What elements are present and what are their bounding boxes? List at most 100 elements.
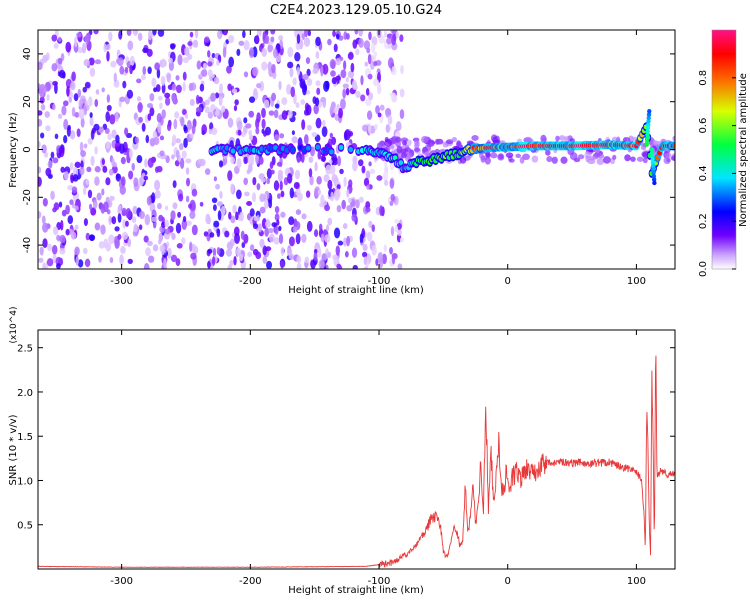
- spectrogram-noise-mark: [397, 263, 403, 269]
- spectrogram-noise-mark: [252, 223, 259, 230]
- spectrogram-noise-mark: [109, 114, 116, 125]
- spectrogram-noise-mark: [385, 123, 390, 133]
- spectrogram-noise-mark: [324, 234, 331, 243]
- spectrogram-noise-mark: [204, 36, 210, 43]
- spectrogram-noise-mark: [120, 246, 126, 254]
- spectrogram-noise-mark: [133, 223, 138, 233]
- spectrogram-halo-mark: [577, 154, 585, 160]
- spectrogram-noise-mark: [347, 197, 352, 204]
- spectrogram-noise-mark: [66, 126, 71, 137]
- spectrogram-noise-mark: [204, 106, 211, 114]
- spectrogram-noise-mark: [157, 202, 162, 210]
- spectrogram-noise-mark: [268, 110, 275, 116]
- spectrogram-noise-mark: [160, 75, 166, 86]
- spectrogram-noise-mark: [399, 34, 404, 43]
- spectrogram-noise-mark: [358, 159, 364, 167]
- spectrogram-noise-mark: [126, 30, 132, 37]
- spectrogram-noise-mark: [326, 224, 330, 232]
- spectrogram-noise-mark: [157, 30, 165, 37]
- spectrogram-noise-mark: [189, 98, 195, 107]
- spectrogram-noise-mark: [115, 146, 122, 152]
- spectrogram-noise-mark: [365, 170, 371, 180]
- spectrogram-noise-mark: [211, 197, 218, 204]
- spectrogram-noise-mark: [203, 231, 209, 237]
- spectrogram-ytick-label: 40: [22, 48, 33, 61]
- spectrogram-noise-mark: [111, 129, 117, 139]
- spectrogram-noise-mark: [120, 156, 126, 165]
- spectrogram-noise-mark: [101, 87, 105, 93]
- spectrogram-noise-mark: [211, 256, 216, 266]
- spectrogram-noise-mark: [332, 30, 336, 37]
- spectrogram-halo-mark: [624, 154, 631, 162]
- snr-ylabel: SNR (10 * v/v): [8, 414, 19, 485]
- spectrogram-noise-mark: [98, 241, 105, 249]
- spectrogram-noise-mark: [348, 131, 354, 137]
- spectrogram-noise-mark: [242, 30, 246, 39]
- spectrogram-noise-mark: [94, 222, 101, 231]
- snr-ytick-label: 0.5: [17, 521, 33, 532]
- spectrogram-ridge-core: [348, 146, 354, 153]
- spectrogram-noise-mark: [222, 46, 227, 58]
- spectrogram-noise-mark: [265, 35, 270, 45]
- spectrogram-noise-mark: [159, 102, 163, 110]
- spectrogram-noise-mark: [270, 36, 275, 43]
- spectrogram-ridge-core: [672, 143, 675, 149]
- spectrogram-noise-mark: [176, 84, 182, 94]
- spectrogram-noise-mark: [335, 188, 341, 199]
- spectrogram-noise-mark: [39, 84, 46, 90]
- spectrogram-noise-mark: [117, 57, 124, 67]
- spectrogram-noise-mark: [195, 106, 203, 113]
- spectrogram-noise-mark: [52, 207, 57, 213]
- spectrogram-noise-mark: [199, 201, 204, 207]
- snr-xtick-label: -300: [110, 576, 133, 587]
- spectrogram-ytick-label: 0: [22, 146, 33, 152]
- colorbar-tick-label: 0.4: [698, 165, 709, 181]
- snr-xtick-label: -100: [368, 576, 391, 587]
- spectrogram-noise-mark: [249, 208, 255, 217]
- spectrogram-ridge-core: [230, 148, 236, 154]
- spectrogram-spike-mark: [646, 112, 652, 117]
- spectrogram-noise-mark: [352, 264, 358, 269]
- spectrogram-noise-mark: [315, 80, 321, 87]
- spectrogram-noise-mark: [83, 143, 88, 149]
- snr-series-line: [38, 355, 675, 569]
- spectrogram-ytick-label: -40: [22, 237, 33, 253]
- spectrogram-noise-mark: [147, 102, 154, 109]
- spectrogram-noise-mark: [313, 104, 319, 115]
- spectrogram-noise-mark: [295, 102, 300, 108]
- spectrogram-noise-mark: [129, 65, 133, 75]
- spectrogram-xtick-label: -200: [239, 276, 262, 287]
- spectrogram-noise-mark: [131, 162, 135, 171]
- spectrogram-noise-mark: [216, 201, 224, 207]
- spectrogram-noise-mark: [51, 63, 58, 72]
- spectrogram-noise-mark: [307, 30, 312, 37]
- spectrogram-noise-mark: [204, 168, 211, 176]
- spectrogram-noise-mark: [361, 165, 366, 174]
- spectrogram-noise-mark: [85, 179, 90, 185]
- spectrogram-noise-mark: [220, 205, 226, 216]
- spectrogram-noise-mark: [55, 256, 62, 266]
- spectrogram-noise-mark: [342, 83, 349, 89]
- spectrogram-noise-mark: [60, 219, 64, 231]
- spectrogram-halo-mark: [569, 138, 575, 143]
- spectrogram-noise-mark: [144, 214, 151, 226]
- spectrogram-noise-mark: [184, 46, 190, 56]
- spectrogram-noise-mark: [106, 104, 112, 112]
- spectrogram-noise-mark: [274, 134, 280, 142]
- spectrogram-noise-mark: [199, 158, 206, 167]
- spectrogram-noise-mark: [318, 259, 325, 269]
- spectrogram-halo-mark: [505, 152, 514, 158]
- spectrogram-noise-mark: [347, 70, 355, 79]
- spectrogram-noise-mark: [118, 143, 125, 154]
- spectrogram-noise-mark: [379, 104, 385, 111]
- spectrogram-noise-mark: [52, 157, 59, 164]
- spectrogram-noise-mark: [389, 178, 395, 189]
- spectrogram-noise-mark: [243, 40, 250, 51]
- spectrogram-noise-mark: [101, 158, 105, 166]
- spectrogram-noise-mark: [90, 155, 95, 167]
- spectrogram-noise-mark: [42, 262, 46, 269]
- spectrogram-spike-mark: [649, 150, 655, 156]
- spectrogram-noise-mark: [336, 103, 340, 110]
- spectrogram-noise-mark: [268, 233, 275, 243]
